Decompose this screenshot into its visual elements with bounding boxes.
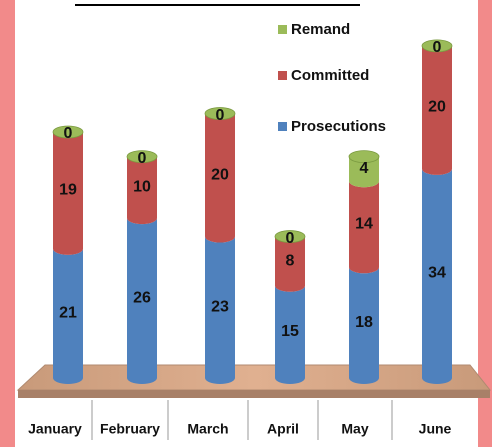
data-label: 4 <box>360 160 369 177</box>
cylinder-segment <box>53 132 84 255</box>
cylinder-segment <box>127 156 157 225</box>
cylinder-segment <box>422 45 452 175</box>
cylinder-segment <box>349 267 379 384</box>
cylinder-cap <box>348 150 380 164</box>
cylinder-segment <box>422 168 452 384</box>
data-label: 0 <box>286 230 295 247</box>
x-tick-label: April <box>267 421 299 437</box>
x-tick-label: February <box>100 421 160 437</box>
cylinder-cap <box>204 107 236 120</box>
cylinder-segment <box>205 236 235 384</box>
data-label: 23 <box>211 298 229 315</box>
x-tick-label: March <box>187 421 228 437</box>
data-label: 21 <box>59 305 77 322</box>
data-label: 20 <box>211 166 229 183</box>
cylinder-segment <box>53 248 84 384</box>
data-label: 14 <box>355 215 373 232</box>
legend-swatch <box>278 71 287 80</box>
cylinder-segment <box>127 218 157 384</box>
floor-edge <box>18 390 490 398</box>
cylinder-cap <box>421 39 453 53</box>
cylinder-cap <box>274 230 306 243</box>
cylinder-segment <box>275 236 305 292</box>
cylinder-segment <box>205 113 235 243</box>
cylinder-cap <box>126 150 158 164</box>
cylinder-cap <box>52 125 84 139</box>
legend-label: Committed <box>291 67 369 84</box>
legend-label: Prosecutions <box>291 118 386 135</box>
legend-swatch <box>278 25 287 34</box>
data-label: 0 <box>64 125 73 142</box>
cylinder-segment <box>349 156 379 188</box>
data-label: 18 <box>355 314 373 331</box>
cylinder-segment <box>275 285 305 384</box>
cylinder-segment <box>349 181 379 274</box>
data-label: 26 <box>133 289 151 306</box>
legend-label: Remand <box>291 21 350 38</box>
floor <box>16 364 492 391</box>
data-label: 20 <box>428 99 446 116</box>
x-tick-label: May <box>341 421 368 437</box>
data-label: 15 <box>281 323 299 340</box>
legend-swatch <box>278 122 287 131</box>
data-label: 0 <box>216 107 225 124</box>
x-tick-label: June <box>419 421 452 437</box>
data-label: 19 <box>59 182 77 199</box>
data-label: 0 <box>433 39 442 56</box>
x-tick-label: January <box>28 421 82 437</box>
data-label: 8 <box>286 252 295 269</box>
data-label: 0 <box>138 150 147 167</box>
data-label: 34 <box>428 265 446 282</box>
data-label: 10 <box>133 179 151 196</box>
